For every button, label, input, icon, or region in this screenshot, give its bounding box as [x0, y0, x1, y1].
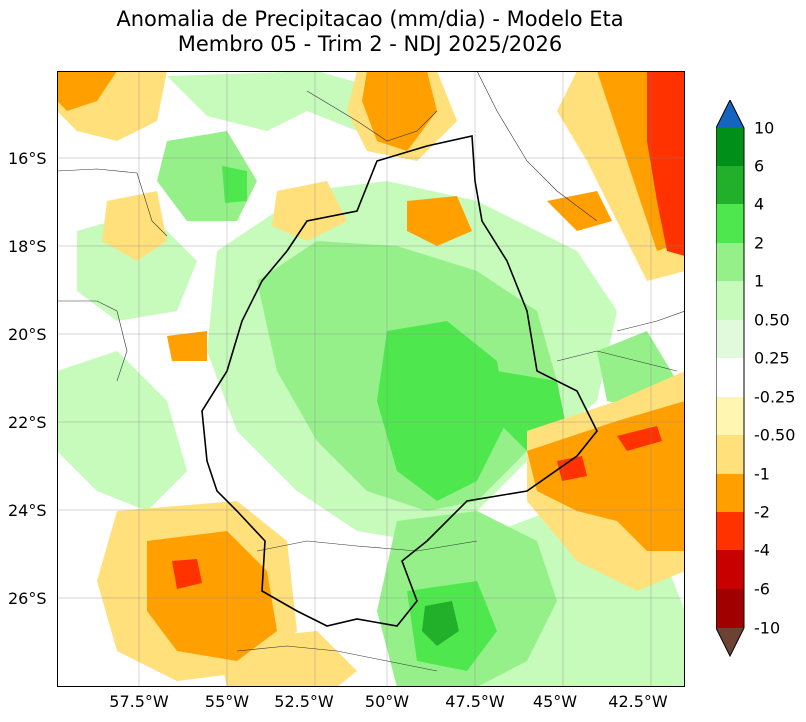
colorbar-bin-6-10 — [716, 128, 744, 166]
lon-label-52-5w: 52.5°W — [274, 692, 334, 711]
field-yellow-west — [102, 191, 167, 261]
field-bright-green-center — [377, 321, 507, 501]
colorbar-bin-0.25-0.5 — [716, 320, 744, 358]
lon-label-57-5w: 57.5°W — [109, 692, 169, 711]
field-red-se-coast — [617, 426, 662, 451]
precipitation-anomaly-map — [57, 71, 685, 687]
colorbar-bin-m2-m1 — [716, 474, 744, 512]
colorbar-bin-m6-m4 — [716, 550, 744, 589]
lon-label-50w: 50°W — [364, 692, 410, 711]
colorbar-label-2: 2 — [754, 233, 765, 253]
colorbar-bin-2-4 — [716, 204, 744, 243]
field-light-green-north — [167, 71, 397, 151]
colorbar — [716, 100, 745, 658]
colorbar-label-m0-50: -0.50 — [754, 425, 796, 445]
field-red-sw — [172, 559, 202, 589]
lat-label-18s: 18°S — [8, 237, 47, 256]
field-yellow-mid — [272, 181, 347, 241]
colorbar-bin-0.5-1 — [716, 281, 744, 320]
colorbar-bin-1-2 — [716, 243, 744, 281]
colorbar-over-arrow — [716, 100, 744, 128]
colorbar-label-m10: -10 — [754, 618, 781, 638]
colorbar-label-4: 4 — [754, 194, 765, 214]
colorbar-label-6: 6 — [754, 156, 765, 176]
field-red-ne — [647, 71, 685, 256]
colorbar-label-m6: -6 — [754, 579, 770, 599]
field-red-se — [557, 456, 587, 481]
colorbar-label-1: 1 — [754, 271, 765, 291]
field-orange-west-small — [167, 331, 207, 361]
colorbar-bin-neutral — [716, 358, 744, 397]
colorbar-label-10: 10 — [754, 118, 775, 138]
colorbar-label-m2: -2 — [754, 502, 770, 522]
colorbar-under-arrow — [716, 628, 744, 656]
colorbar-label-m0-25: -0.25 — [754, 387, 796, 407]
field-orange-north — [362, 71, 437, 151]
lon-label-55w: 55°W — [204, 692, 250, 711]
anomaly-fields — [57, 71, 685, 687]
colorbar-bin-m4-m2 — [716, 512, 744, 550]
lon-label-47-5w: 47.5°W — [445, 692, 505, 711]
map-frame — [57, 71, 685, 687]
lat-label-16s: 16°S — [8, 149, 47, 168]
state-borders — [57, 71, 685, 672]
field-orange-center — [407, 196, 472, 246]
lon-label-42-5w: 42.5°W — [608, 692, 668, 711]
field-bright-green-nw — [222, 166, 247, 203]
colorbar-bin-m10-m6 — [716, 589, 744, 628]
map-title-line1: Anomalia de Precipitacao (mm/dia) - Mode… — [116, 7, 624, 31]
colorbar-label-0-25: 0.25 — [754, 348, 790, 368]
lon-label-45w: 45°W — [532, 692, 578, 711]
colorbar-label-0-50: 0.50 — [754, 310, 790, 330]
field-dark-green-south — [422, 601, 459, 646]
basin-boundary-outline — [201, 135, 598, 627]
lat-label-26s: 26°S — [8, 589, 47, 608]
colorbar-bin-4-6 — [716, 166, 744, 204]
colorbar-label-m4: -4 — [754, 540, 770, 560]
field-orange-mid-east — [547, 191, 612, 231]
colorbar-outline — [716, 100, 745, 658]
colorbar-label-m1: -1 — [754, 464, 770, 484]
field-light-green-west — [57, 351, 187, 511]
lat-label-24s: 24°S — [8, 501, 47, 520]
colorbar-bin-m0.5-m0.25 — [716, 397, 744, 435]
lat-label-22s: 22°S — [8, 413, 47, 432]
map-title-line2: Membro 05 - Trim 2 - NDJ 2025/2026 — [177, 32, 563, 56]
grid-lines — [57, 71, 685, 687]
colorbar-bin-m1-m0.5 — [716, 435, 744, 474]
lat-label-20s: 20°S — [8, 325, 47, 344]
field-orange-nw — [57, 71, 117, 111]
